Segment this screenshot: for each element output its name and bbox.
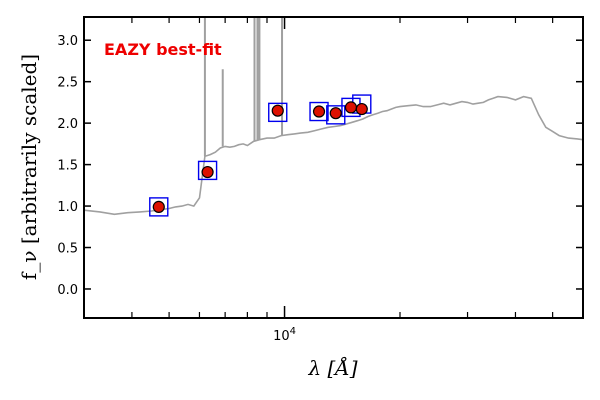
y-tick-label: 1.5 xyxy=(57,159,78,174)
y-tick-label: 2.0 xyxy=(57,117,78,132)
data-layer xyxy=(84,17,583,217)
observed-photometry-point-4 xyxy=(329,107,342,120)
y-tick-label: 2.5 xyxy=(57,76,78,91)
observed-photometry-point-6 xyxy=(355,102,368,116)
template-photometry-square-3 xyxy=(309,101,329,122)
x-axis-label: λ [Å] xyxy=(307,355,357,380)
y-axis-label: f_ν [arbitrarily scaled] xyxy=(17,54,41,280)
plot-frame xyxy=(83,16,584,319)
template-spectrum-line xyxy=(84,95,583,216)
observed-photometry-point-2 xyxy=(271,104,284,117)
template-photometry-square-2 xyxy=(268,102,288,123)
observed-photometry-point-3 xyxy=(312,105,326,118)
y-tick-label: 3.0 xyxy=(57,34,78,49)
observed-photometry-point-1 xyxy=(201,165,214,179)
tick-layer: 0.0 0.5 1.0 1.5 2.0 2.5 3.0 104 xyxy=(57,17,583,344)
x-tick-label: 104 xyxy=(273,326,296,344)
template-photometry-square-0 xyxy=(149,197,169,217)
template-photometry-square-1 xyxy=(197,160,218,181)
observed-photometry-point-5 xyxy=(344,101,358,114)
y-tick-label: 0.5 xyxy=(57,242,78,257)
y-tick-label: 0.0 xyxy=(57,283,78,298)
template-photometry-square-4 xyxy=(326,105,346,125)
y-tick-label: 1.0 xyxy=(57,200,78,215)
observed-photometry-point-0 xyxy=(152,200,165,213)
annotation-label: EAZY best-fit xyxy=(104,40,222,59)
